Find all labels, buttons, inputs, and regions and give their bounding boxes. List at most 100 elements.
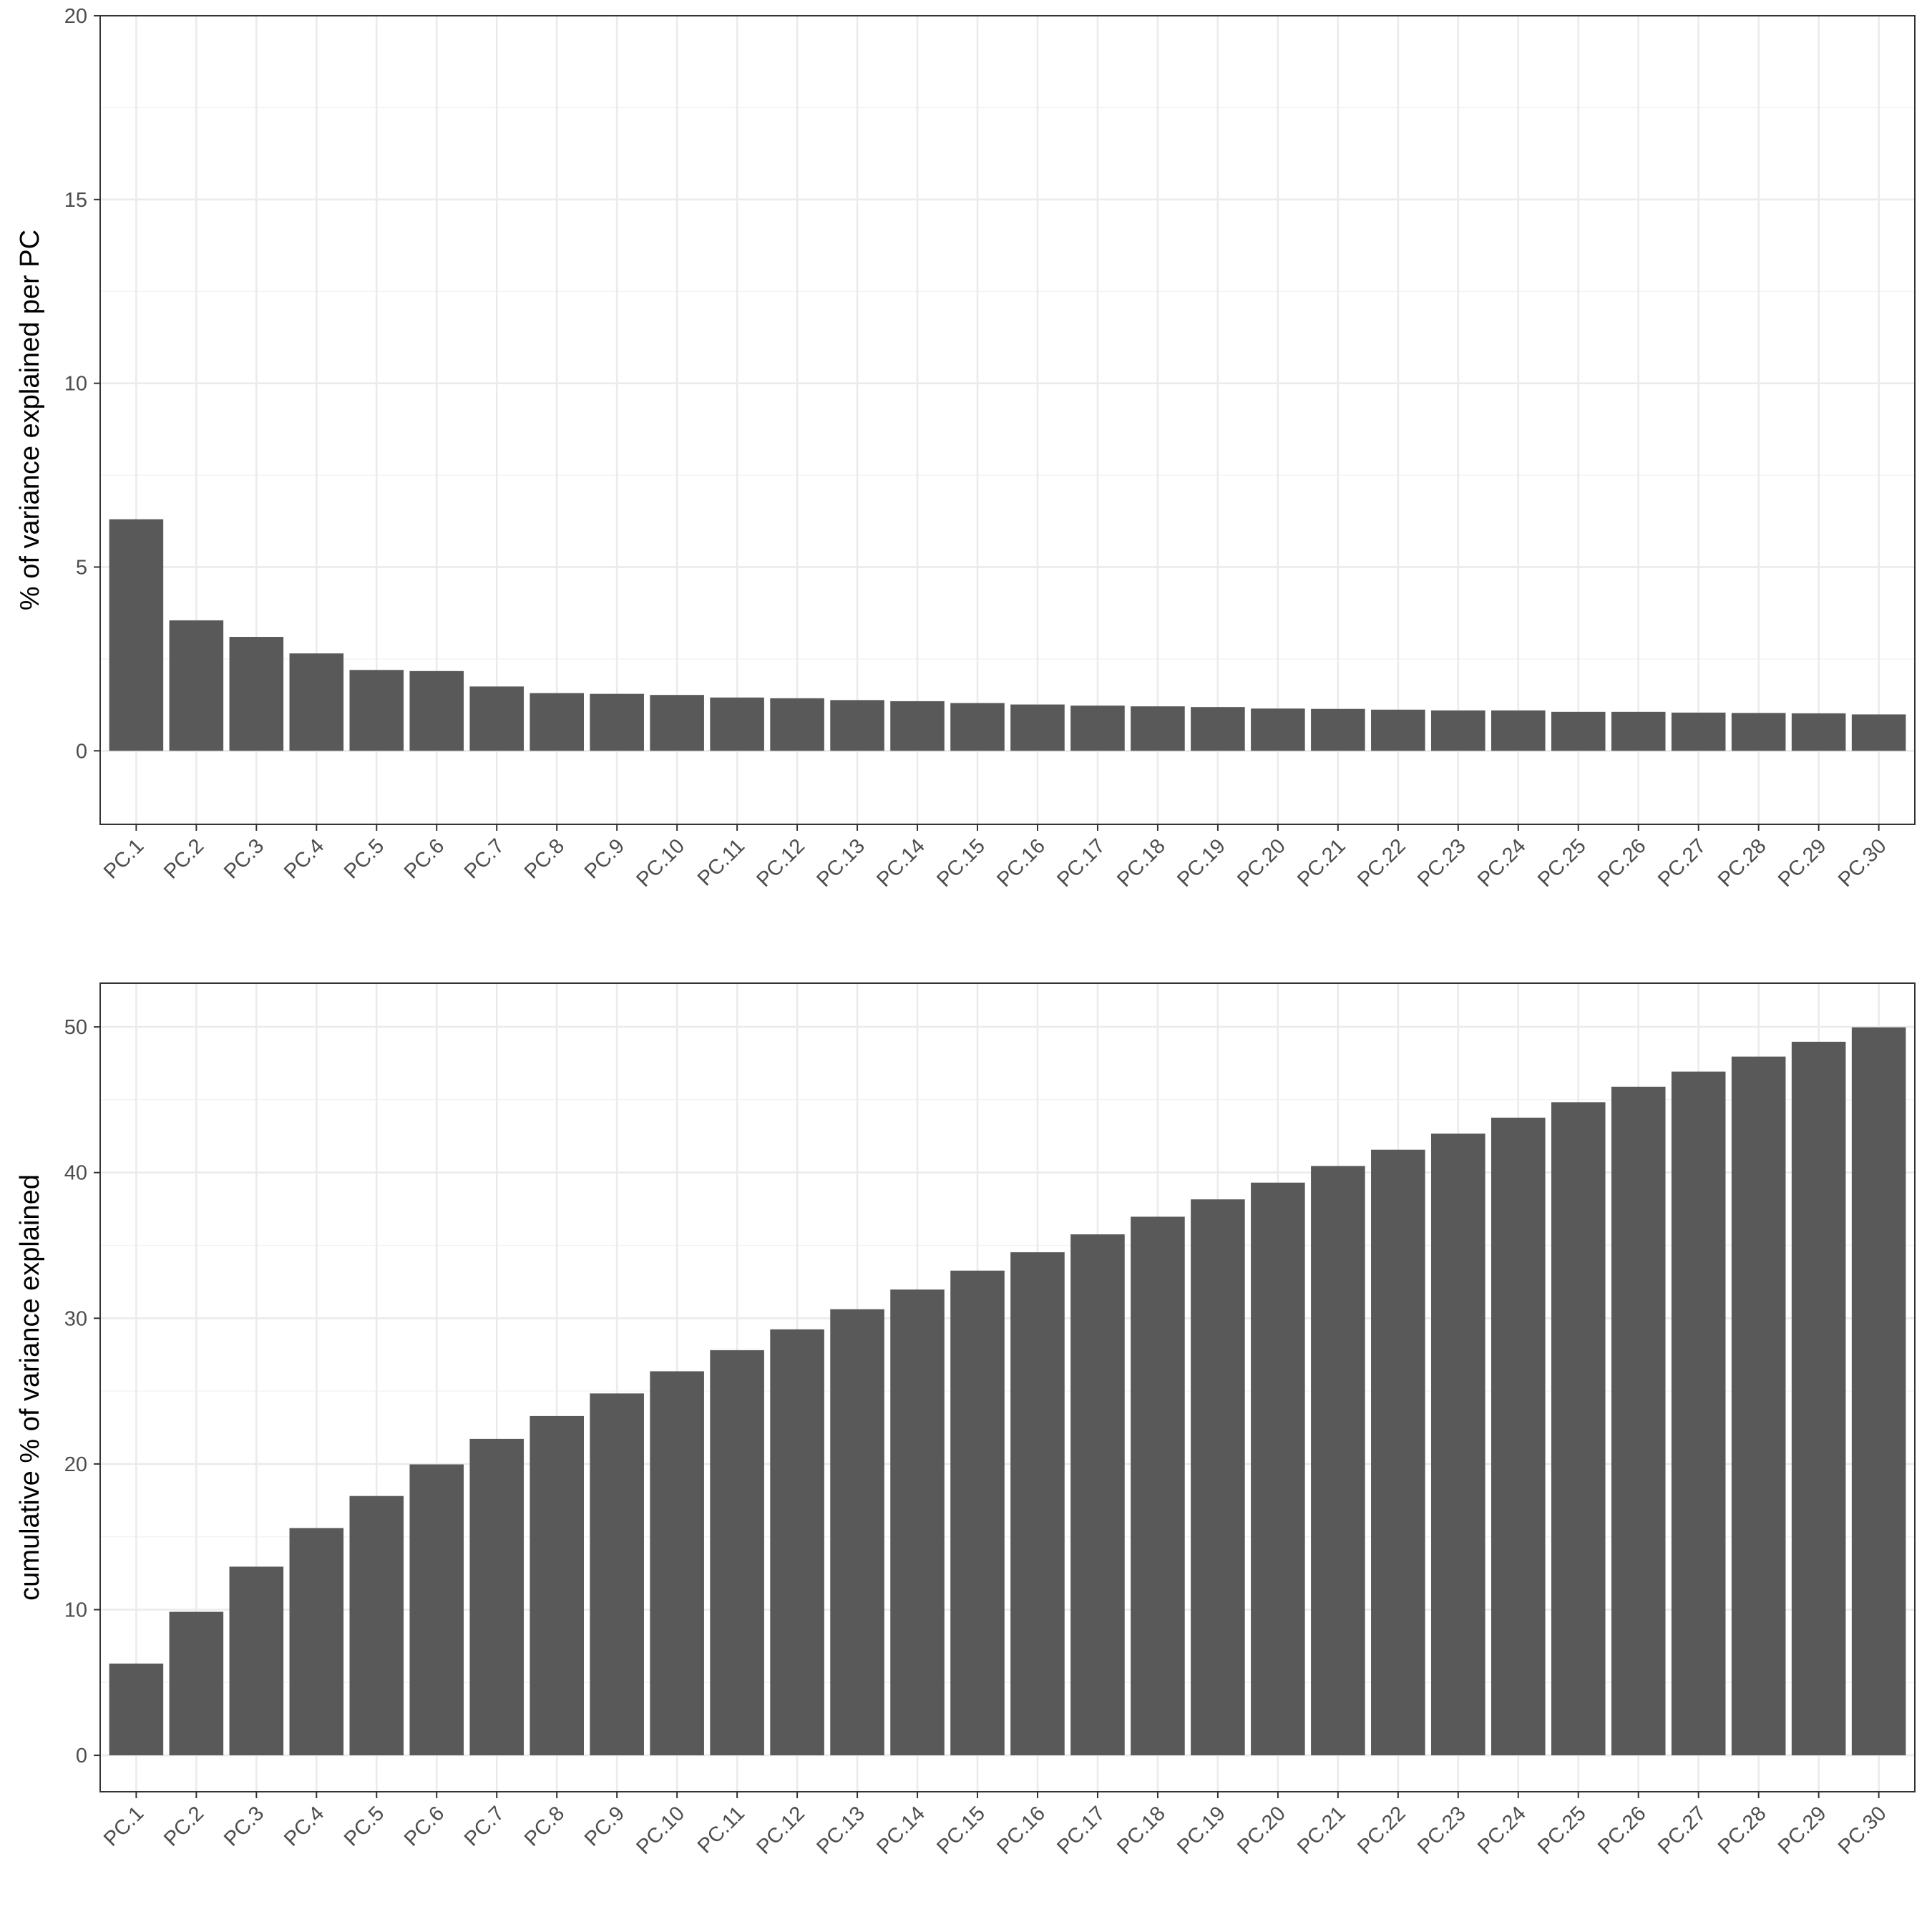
bar-pc8 — [530, 1415, 584, 1756]
panel-border — [99, 15, 1916, 825]
x-tick-label: PC.9 — [580, 1802, 629, 1850]
y-tick-label: 20 — [64, 5, 87, 28]
x-tick-label: PC.10 — [632, 834, 689, 892]
x-tick-label: PC.15 — [932, 834, 990, 892]
x-tick-label: PC.17 — [1053, 1802, 1110, 1859]
bar-pc22 — [1371, 1149, 1425, 1756]
x-tick-label: PC.4 — [280, 1802, 328, 1850]
x-tick-label: PC.19 — [1173, 834, 1230, 892]
bar-pc19 — [1191, 1199, 1245, 1756]
x-tick-label: PC.29 — [1774, 1802, 1831, 1859]
y-tick-label: 0 — [76, 740, 87, 763]
bar-pc13 — [830, 1309, 884, 1756]
x-tick-label: PC.20 — [1233, 834, 1290, 892]
bar-pc4 — [289, 653, 344, 751]
x-tick-label: PC.1 — [99, 834, 148, 883]
bar-pc10 — [650, 1371, 704, 1756]
bar-pc18 — [1131, 1216, 1185, 1756]
bar-pc11 — [710, 1350, 764, 1756]
bar-pc29 — [1791, 713, 1846, 751]
x-tick-label: PC.27 — [1654, 834, 1711, 892]
bar-pc27 — [1671, 1071, 1726, 1756]
x-tick-label: PC.16 — [992, 1802, 1050, 1859]
bar-pc28 — [1731, 1056, 1786, 1756]
x-tick-label: PC.9 — [580, 834, 629, 883]
x-tick-label: PC.16 — [992, 834, 1050, 892]
bar-pc13 — [830, 700, 884, 751]
y-tick-label: 0 — [76, 1745, 87, 1767]
bar-pc7 — [469, 1438, 525, 1756]
bar-pc1 — [109, 1663, 164, 1756]
x-tick-label: PC.1 — [99, 1802, 148, 1850]
bar-pc26 — [1611, 711, 1666, 751]
x-tick-label: PC.25 — [1533, 1802, 1591, 1859]
x-tick-label: PC.7 — [460, 834, 509, 883]
bar-pc17 — [1070, 1234, 1125, 1756]
x-tick-label: PC.26 — [1594, 834, 1651, 892]
bar-pc8 — [530, 693, 584, 751]
x-tick-label: PC.3 — [220, 834, 268, 883]
y-tick-label: 10 — [64, 1599, 87, 1621]
x-tick-label: PC.7 — [460, 1802, 509, 1850]
x-tick-label: PC.28 — [1714, 1802, 1771, 1859]
bar-pc18 — [1131, 706, 1185, 751]
x-tick-label: PC.22 — [1353, 834, 1410, 892]
bar-pc21 — [1311, 708, 1365, 751]
bar-pc23 — [1431, 710, 1485, 751]
bar-pc22 — [1371, 709, 1425, 751]
x-tick-label: PC.18 — [1113, 834, 1170, 892]
bar-pc15 — [950, 703, 1005, 751]
bar-pc30 — [1851, 1027, 1906, 1756]
bar-pc20 — [1251, 1182, 1305, 1756]
x-tick-label: PC.23 — [1413, 834, 1470, 892]
bar-pc9 — [590, 1393, 644, 1756]
y-tick-label: 30 — [64, 1307, 87, 1330]
x-tick-label: PC.5 — [340, 1802, 389, 1850]
bar-pc16 — [1010, 1252, 1065, 1756]
x-tick-label: PC.11 — [693, 1802, 749, 1858]
bar-pc1 — [109, 519, 164, 751]
bar-pc12 — [770, 698, 824, 751]
x-tick-label: PC.13 — [812, 1802, 869, 1859]
x-tick-label: PC.22 — [1353, 1802, 1410, 1859]
y-tick-label: 10 — [64, 373, 87, 396]
y-axis-title: % of variance explained per PC — [15, 230, 45, 610]
bar-pc11 — [710, 697, 764, 751]
bar-pc19 — [1191, 707, 1245, 751]
bar-pc24 — [1491, 1117, 1546, 1756]
y-tick-label: 40 — [64, 1162, 87, 1185]
x-tick-label: PC.4 — [280, 834, 328, 883]
x-tick-label: PC.12 — [752, 834, 809, 892]
bar-pc2 — [169, 620, 224, 751]
bar-pc5 — [349, 1496, 404, 1756]
y-tick-label: 20 — [64, 1453, 87, 1476]
bar-pc14 — [890, 1289, 945, 1756]
x-tick-label: PC.2 — [160, 1802, 208, 1850]
x-tick-label: PC.17 — [1053, 834, 1110, 892]
bar-pc27 — [1671, 712, 1726, 751]
bar-pc15 — [950, 1270, 1005, 1756]
x-tick-label: PC.6 — [400, 834, 449, 883]
x-tick-label: PC.2 — [160, 834, 208, 883]
bar-pc16 — [1010, 704, 1065, 751]
bar-pc24 — [1491, 710, 1546, 751]
bar-pc12 — [770, 1329, 824, 1756]
bar-pc23 — [1431, 1133, 1485, 1756]
x-tick-label: PC.30 — [1834, 834, 1891, 892]
x-tick-label: PC.30 — [1834, 1802, 1891, 1859]
bar-pc6 — [409, 1464, 464, 1756]
x-tick-label: PC.8 — [520, 1802, 569, 1850]
x-tick-label: PC.14 — [872, 1802, 930, 1859]
x-tick-label: PC.6 — [400, 1802, 449, 1850]
bar-pc29 — [1791, 1041, 1846, 1756]
x-tick-label: PC.26 — [1594, 1802, 1651, 1859]
bar-pc14 — [890, 701, 945, 751]
bar-pc25 — [1551, 711, 1606, 751]
x-tick-label: PC.8 — [520, 834, 569, 883]
y-axis-title: cumulative % of variance explained — [15, 1174, 45, 1601]
bar-pc28 — [1731, 713, 1786, 751]
x-tick-label: PC.3 — [220, 1802, 268, 1850]
y-tick-label: 50 — [64, 1016, 87, 1039]
x-tick-label: PC.27 — [1654, 1802, 1711, 1859]
x-tick-label: PC.29 — [1774, 834, 1831, 892]
